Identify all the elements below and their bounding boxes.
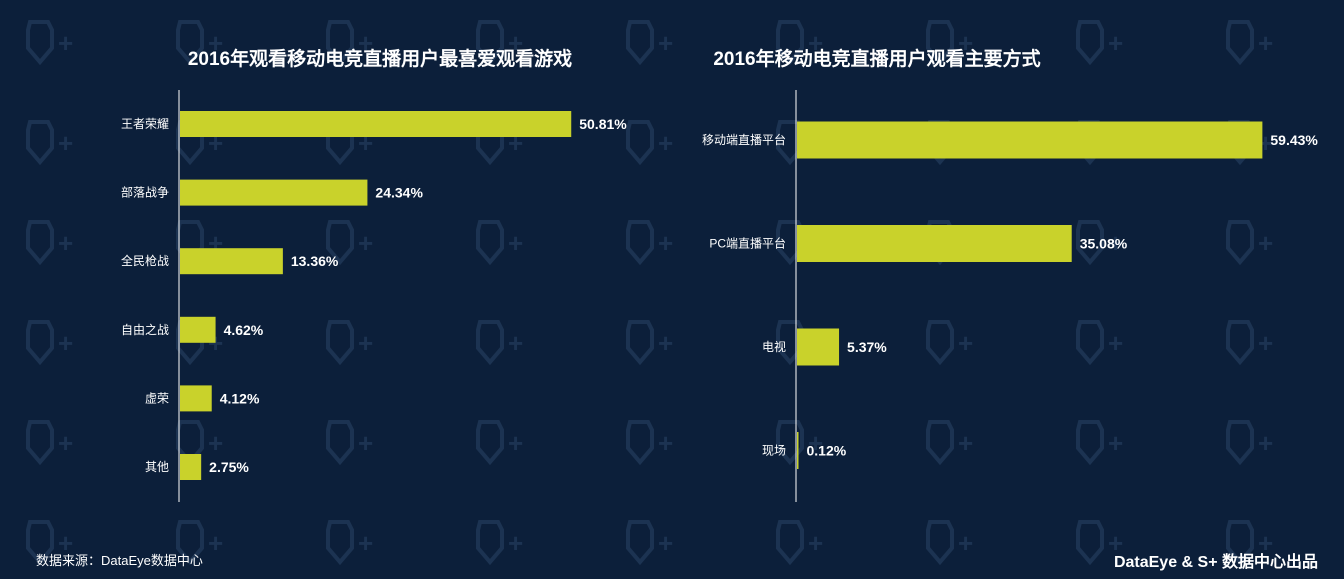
category-label: 其他 (145, 460, 169, 474)
value-label: 50.81% (579, 116, 627, 132)
value-label: 35.08% (1080, 236, 1128, 252)
category-label: 部落战争 (121, 185, 169, 200)
value-label: 24.34% (375, 185, 423, 201)
brand-credit: DataEye & S+ 数据中心出品 (1113, 554, 1318, 571)
category-label: 全民枪战 (121, 253, 169, 268)
value-label: 59.43% (1270, 132, 1318, 148)
value-label: 0.12% (807, 443, 847, 459)
chart-viewing-methods: 移动端直播平台 59.43% PC端直播平台 35.08% 电视 5.37% 现场 0.12% (702, 90, 1318, 502)
value-label: 13.36% (291, 253, 339, 269)
bar (797, 432, 799, 469)
data-source-note: 数据来源：DataEye数据中心 (36, 553, 203, 568)
category-label: 虚荣 (145, 391, 169, 405)
chart-title-viewing-methods: 2016年移动电竞直播用户观看主要方式 (713, 49, 1041, 70)
chart-title-favorite-games: 2016年观看移动电竞直播用户最喜爱观看游戏 (187, 49, 573, 70)
chart-panel-favorite-games: 2016年观看移动电竞直播用户最喜爱观看游戏 王者荣耀 50.81% 部落战争 24.… (121, 49, 627, 502)
value-label: 5.37% (847, 339, 887, 355)
bar (797, 225, 1072, 262)
value-label: 4.12% (220, 390, 260, 406)
bar (180, 111, 572, 137)
category-label: 移动端直播平台 (702, 132, 786, 147)
category-label: 现场 (762, 444, 786, 458)
bar (180, 248, 283, 275)
category-label: 王者荣耀 (121, 117, 169, 131)
category-label: 电视 (762, 339, 786, 354)
value-label: 4.62% (224, 322, 264, 338)
category-label: 自由之战 (121, 323, 169, 337)
bar (180, 316, 216, 343)
chart-favorite-games: 王者荣耀 50.81% 部落战争 24.34% 全民枪战 13.36% 自由之战 4.62% 虚… (121, 90, 627, 502)
bar (180, 179, 368, 206)
bar (180, 385, 212, 412)
chart-panel-viewing-methods: 2016年移动电竞直播用户观看主要方式 移动端直播平台 59.43% PC端直播平台… (640, 0, 1344, 530)
bar (180, 454, 202, 480)
bar (797, 121, 1263, 159)
value-label: 2.75% (209, 459, 249, 475)
category-label: PC端直播平台 (709, 236, 786, 251)
bar (797, 328, 840, 366)
